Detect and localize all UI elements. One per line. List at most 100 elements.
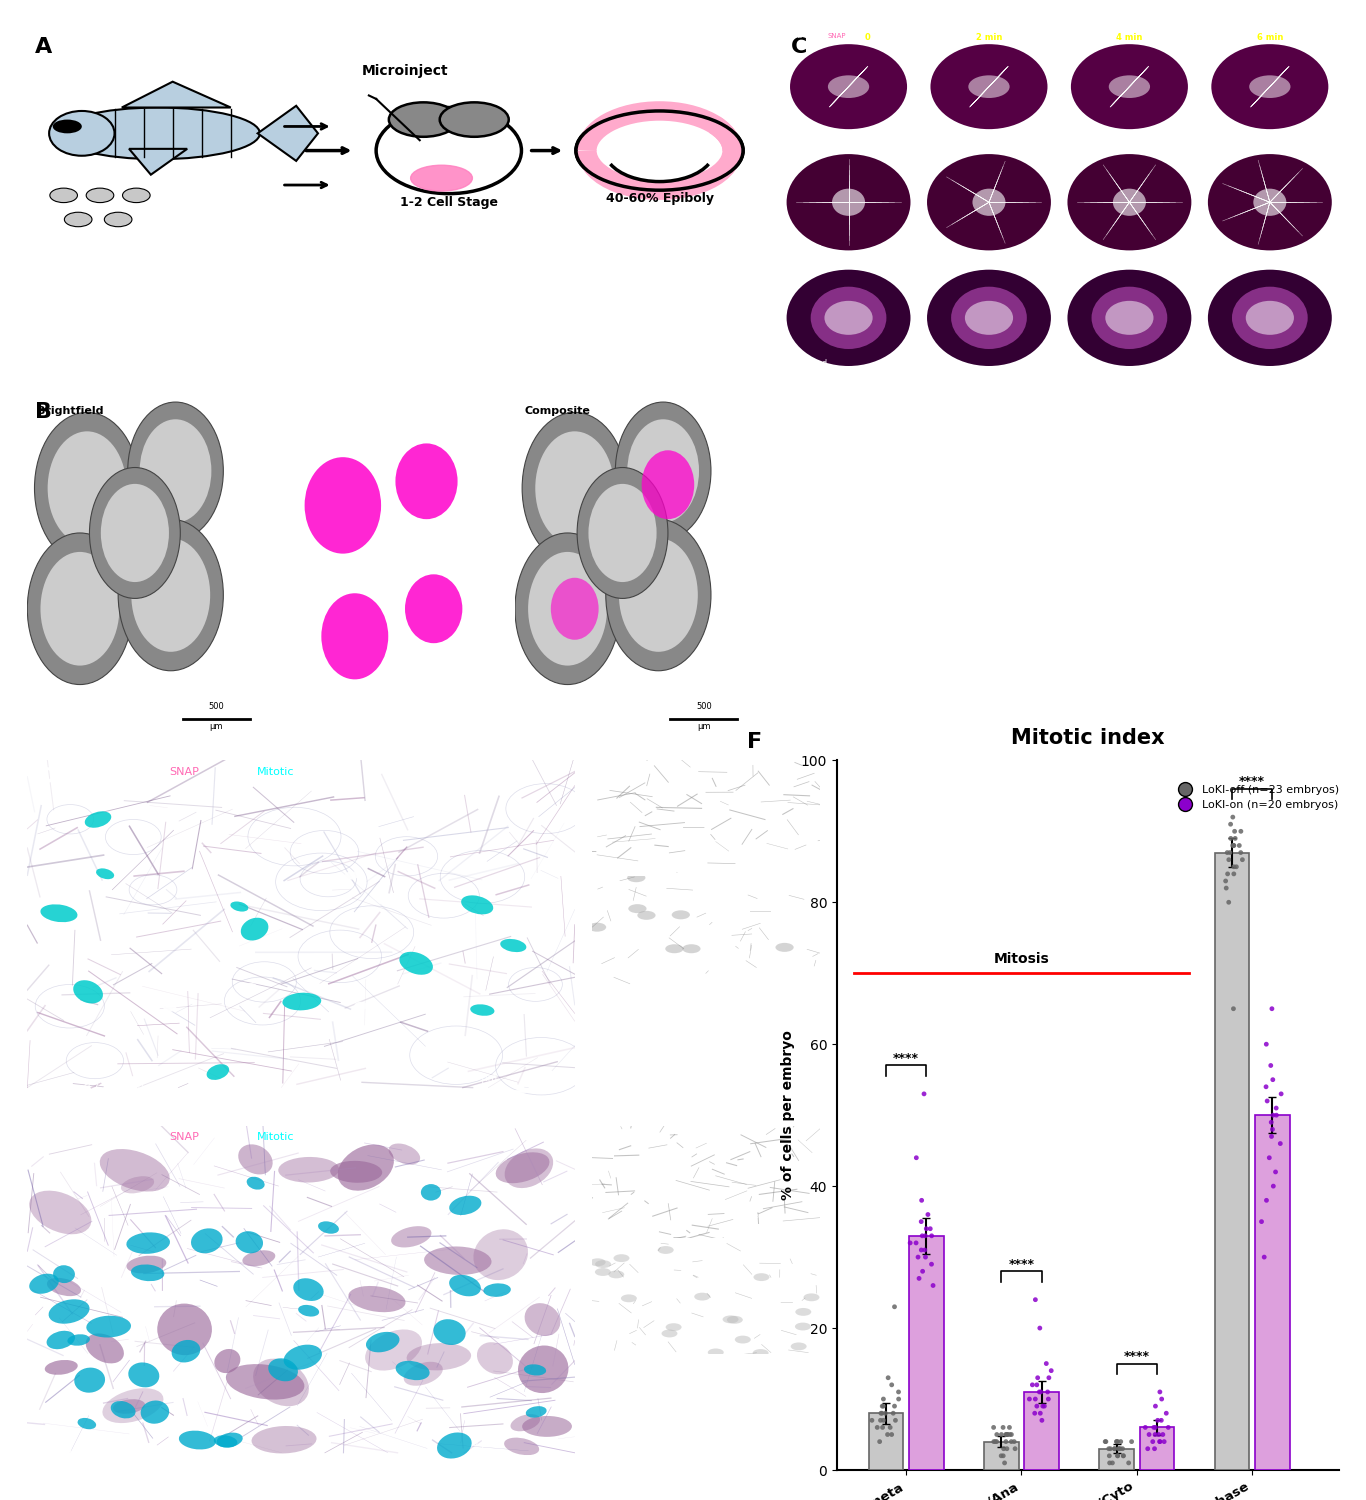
Circle shape [589, 484, 657, 582]
Circle shape [594, 1268, 611, 1276]
Ellipse shape [104, 211, 133, 226]
Ellipse shape [391, 1226, 432, 1248]
Ellipse shape [496, 1152, 549, 1184]
Circle shape [529, 552, 607, 666]
Circle shape [587, 922, 607, 932]
Ellipse shape [504, 1149, 553, 1188]
Ellipse shape [29, 1191, 92, 1234]
Circle shape [522, 413, 627, 564]
Circle shape [645, 808, 676, 825]
Ellipse shape [525, 1304, 560, 1336]
Circle shape [720, 1374, 740, 1384]
Ellipse shape [283, 993, 321, 1011]
Text: 30 μm: 30 μm [755, 1214, 775, 1219]
Text: Multipolar: Multipolar [783, 243, 821, 252]
Ellipse shape [1109, 75, 1150, 98]
Point [882, 1401, 904, 1425]
Ellipse shape [240, 918, 268, 940]
Ellipse shape [127, 1233, 169, 1254]
Point [1004, 1437, 1026, 1461]
Circle shape [163, 1004, 176, 1013]
Ellipse shape [951, 286, 1027, 350]
Point [1157, 1416, 1179, 1440]
Circle shape [779, 1040, 798, 1048]
Ellipse shape [642, 450, 694, 519]
Circle shape [535, 432, 615, 544]
Circle shape [1254, 189, 1287, 216]
Ellipse shape [96, 868, 115, 879]
Point [872, 1416, 893, 1440]
Ellipse shape [1071, 44, 1188, 129]
Text: EMTB: EMTB [601, 765, 631, 776]
Point [986, 1422, 1008, 1446]
Point [1218, 840, 1240, 864]
Point [1223, 996, 1244, 1020]
Text: 6 min: 6 min [1257, 33, 1283, 42]
Ellipse shape [825, 302, 873, 334]
Point [1098, 1437, 1120, 1461]
Text: ****: **** [1124, 1350, 1150, 1364]
Bar [1139, 1428, 1175, 1470]
Text: E: E [38, 1132, 53, 1152]
Point [1220, 827, 1242, 850]
Circle shape [727, 1316, 743, 1323]
Ellipse shape [113, 1400, 145, 1414]
Ellipse shape [231, 902, 249, 912]
Circle shape [639, 1366, 667, 1380]
Circle shape [627, 420, 699, 522]
Ellipse shape [67, 1335, 90, 1346]
Text: SNAP: SNAP [828, 33, 847, 39]
Text: μm: μm [209, 723, 223, 732]
Circle shape [794, 1424, 824, 1437]
Circle shape [245, 982, 257, 992]
Ellipse shape [474, 1230, 529, 1280]
Text: SNAP: SNAP [601, 880, 631, 891]
Ellipse shape [928, 154, 1050, 251]
Circle shape [672, 910, 690, 920]
Point [1229, 840, 1251, 864]
Ellipse shape [122, 1176, 154, 1194]
Ellipse shape [179, 1431, 216, 1449]
Point [1262, 1174, 1284, 1198]
Point [1106, 1444, 1128, 1468]
Ellipse shape [46, 1330, 75, 1348]
Circle shape [605, 519, 710, 670]
Point [1038, 1365, 1060, 1389]
Circle shape [619, 538, 698, 652]
Ellipse shape [1067, 154, 1191, 251]
Circle shape [708, 1348, 724, 1356]
Ellipse shape [78, 1418, 96, 1430]
Circle shape [754, 1274, 769, 1281]
Point [1106, 1444, 1128, 1468]
Ellipse shape [511, 1414, 540, 1431]
Ellipse shape [74, 980, 102, 1004]
Text: 500: 500 [208, 702, 224, 711]
Point [1223, 834, 1244, 858]
Ellipse shape [141, 1401, 169, 1423]
Circle shape [515, 532, 620, 684]
Point [1216, 840, 1238, 864]
Circle shape [658, 1366, 687, 1380]
Point [873, 1408, 895, 1432]
Point [986, 1430, 1008, 1454]
Circle shape [632, 1422, 664, 1438]
Text: B: B [34, 402, 52, 422]
Point [1000, 1430, 1022, 1454]
Circle shape [665, 944, 683, 952]
Point [1150, 1408, 1172, 1432]
Text: D: D [38, 766, 56, 788]
Point [1255, 1076, 1277, 1100]
Ellipse shape [46, 1278, 81, 1296]
Point [911, 1260, 933, 1284]
Circle shape [780, 1430, 796, 1438]
Point [1253, 1245, 1274, 1269]
Point [1029, 1316, 1050, 1340]
Ellipse shape [411, 165, 473, 190]
Text: EMTB: EMTB [784, 33, 803, 39]
Point [1031, 1408, 1053, 1432]
Point [1224, 827, 1246, 850]
Bar [1255, 1114, 1290, 1470]
Ellipse shape [85, 812, 111, 828]
Point [1218, 891, 1240, 915]
Point [1026, 1394, 1048, 1417]
